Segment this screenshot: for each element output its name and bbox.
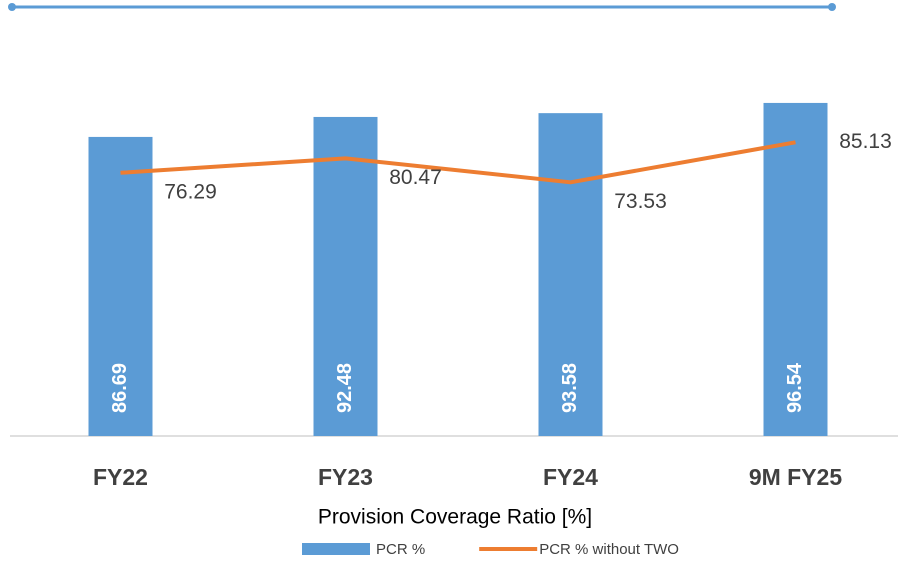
- decor-dot: [828, 3, 836, 11]
- x-tick-label: FY24: [543, 464, 598, 490]
- bar: [88, 136, 153, 436]
- legend-label: PCR % without TWO: [539, 541, 679, 558]
- bar: [313, 116, 378, 436]
- line-value-label: 76.29: [164, 180, 217, 203]
- x-axis-title: Provision Coverage Ratio [%]: [318, 506, 592, 529]
- line: [120, 140, 796, 185]
- bar-value-label: 96.54: [784, 362, 806, 413]
- decor-dot: [8, 3, 16, 11]
- line-value-label: 80.47: [389, 166, 442, 189]
- x-tick-label: FY23: [318, 464, 373, 490]
- bar-value-label: 92.48: [334, 363, 356, 413]
- x-tick-label: 9M FY25: [749, 464, 843, 490]
- line-value-label: 85.13: [839, 130, 892, 153]
- legend-swatch: [302, 543, 370, 555]
- bar-value-label: 86.69: [109, 363, 131, 413]
- legend-label: PCR %: [376, 541, 425, 558]
- x-tick-label: FY22: [93, 464, 148, 490]
- bar: [763, 102, 828, 436]
- line-value-label: 73.53: [614, 190, 667, 213]
- bar: [538, 113, 603, 437]
- bar-value-label: 93.58: [559, 363, 581, 413]
